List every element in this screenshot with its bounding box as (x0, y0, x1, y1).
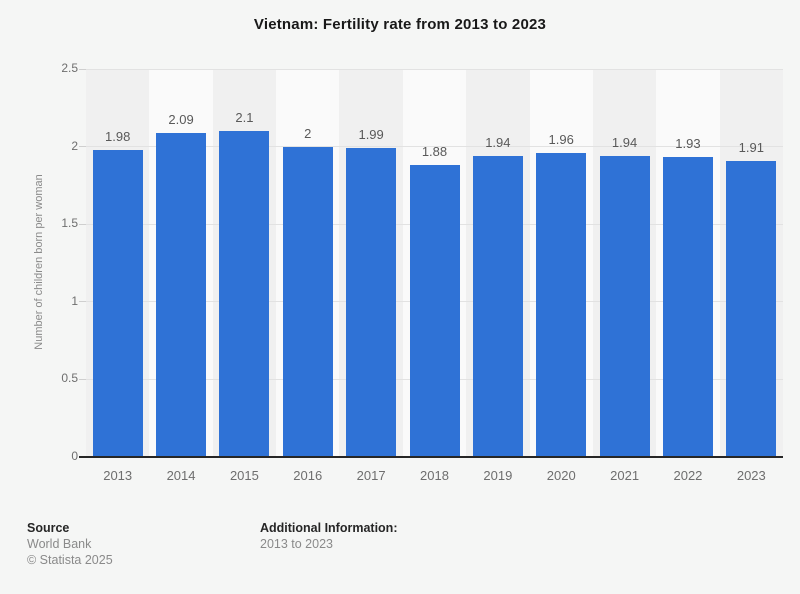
y-tick-label: 0.5 (61, 371, 78, 386)
bar-value-label: 2.09 (168, 111, 194, 127)
x-tick-label-2015: 2015 (229, 468, 259, 483)
bar-2016 (282, 146, 333, 457)
y-tick-label: 0 (71, 449, 78, 463)
bar-2014 (156, 132, 207, 457)
additional-info-heading: Additional Information: (260, 521, 398, 535)
y-tick-mark (79, 301, 86, 303)
y-tick-label: 2.5 (61, 61, 78, 75)
additional-info-value: 2013 to 2023 (260, 537, 333, 551)
copyright-statista: © Statista 2025 (27, 553, 113, 567)
bar-2022 (662, 157, 713, 457)
x-tick-label-2023: 2023 (736, 468, 766, 483)
bar-value-label: 1.99 (358, 127, 384, 143)
x-tick-label-2022: 2022 (673, 468, 703, 483)
bar-2021 (599, 155, 650, 457)
bar-value-label: 2 (304, 125, 312, 141)
source-block: Source World Bank © Statista 2025 (27, 520, 113, 568)
bar-value-label: 1.94 (485, 134, 511, 150)
bar-value-label: 1.94 (611, 134, 638, 150)
gridline-2 (86, 146, 783, 148)
bar-value-label: 1.96 (548, 131, 574, 147)
y-tick-mark (79, 378, 86, 380)
bar-value-label: 1.88 (421, 144, 448, 160)
x-axis-line (79, 456, 783, 458)
bar-2019 (472, 155, 523, 457)
x-tick-label-2021: 2021 (610, 468, 640, 483)
bar-2018 (409, 165, 460, 457)
x-tick-label-2020: 2020 (546, 468, 576, 483)
x-tick-label-2019: 2019 (483, 468, 513, 483)
y-tick-mark (79, 146, 86, 148)
y-tick-label: 2 (71, 138, 78, 153)
x-tick-label-2018: 2018 (420, 468, 449, 483)
bar-value-label: 1.93 (675, 136, 701, 152)
source-heading: Source (27, 521, 70, 535)
bar-value-label: 1.98 (105, 128, 131, 144)
bar-2020 (536, 152, 587, 457)
x-tick-label-2013: 2013 (103, 468, 133, 483)
x-tick-label-2014: 2014 (166, 468, 196, 483)
bar-value-label: 1.91 (738, 139, 764, 155)
y-tick-label: 1.5 (61, 216, 78, 231)
y-tick-label: 1 (71, 293, 78, 308)
additional-info-block: Additional Information: 2013 to 2023 (260, 520, 397, 552)
x-tick-label-2016: 2016 (293, 468, 323, 483)
chart-title: Vietnam: Fertility rate from 2013 to 202… (253, 16, 547, 33)
y-tick-mark (79, 68, 86, 70)
source-name: World Bank (27, 537, 92, 551)
bar-value-label: 2.1 (235, 110, 254, 126)
bar-2015 (219, 131, 270, 457)
plot-area: 0 0.5 1 1.5 2 2.5 1.98 2013 2.09 2014 2.1 2015 2 2016… (61, 61, 783, 483)
bar-2023 (726, 160, 777, 457)
y-axis-title: Number of children born per woman (33, 174, 45, 350)
gridline-2.5 (86, 68, 783, 70)
y-tick-mark (79, 223, 86, 225)
bar-2013 (92, 149, 143, 457)
x-tick-label-2017: 2017 (356, 468, 386, 483)
bar-2017 (346, 148, 397, 457)
